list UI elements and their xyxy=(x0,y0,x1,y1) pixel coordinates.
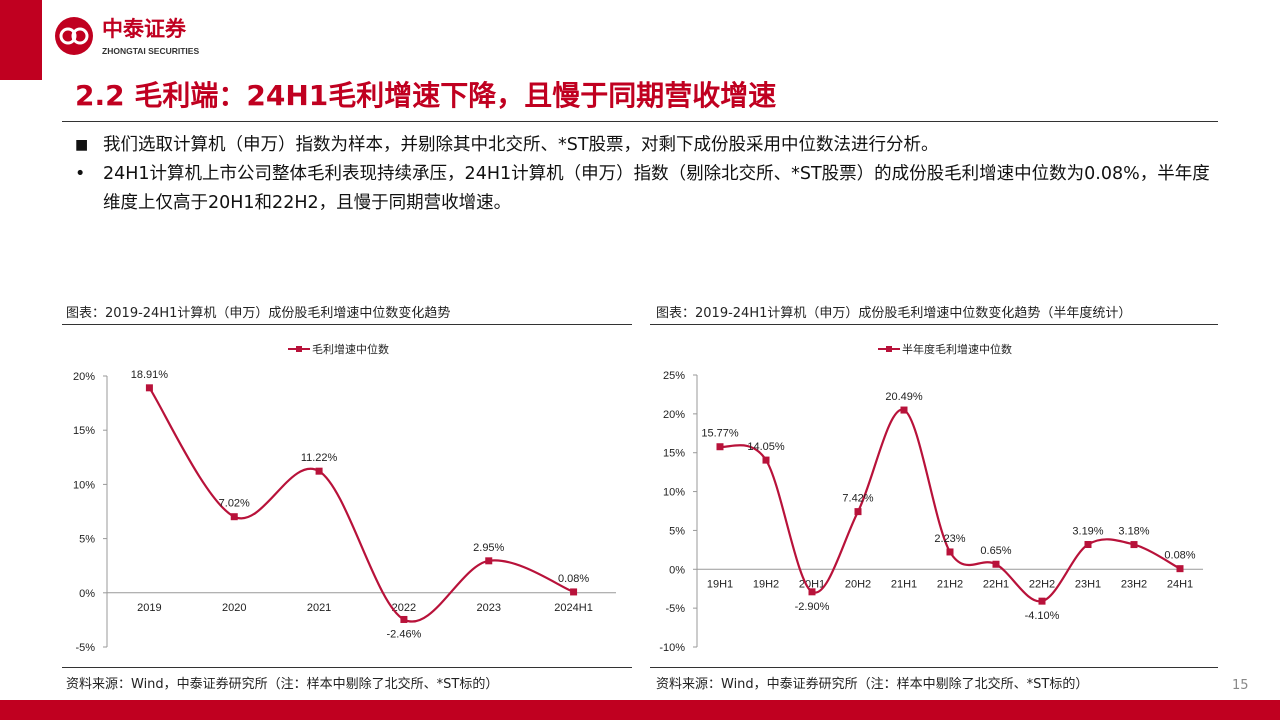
data-marker xyxy=(145,384,153,392)
data-label: 2.95% xyxy=(473,542,504,554)
data-label: 2.23% xyxy=(934,533,965,545)
data-label: -2.46% xyxy=(386,628,421,640)
data-marker xyxy=(400,615,408,623)
data-marker xyxy=(1084,540,1092,548)
data-label: 20.49% xyxy=(885,391,923,403)
divider xyxy=(62,667,632,668)
y-tick-label: 0% xyxy=(79,588,95,600)
logo-text: 中泰证券 xyxy=(102,17,187,41)
data-marker xyxy=(315,467,323,475)
chart-caption: 图表：2019-24H1计算机（申万）成份股毛利增速中位数变化趋势（半年度统计） xyxy=(656,306,1132,321)
series-line xyxy=(719,408,1181,603)
data-label: 14.05% xyxy=(747,441,785,453)
data-label: 0.65% xyxy=(980,545,1011,557)
data-marker xyxy=(946,548,954,556)
data-marker xyxy=(230,513,238,521)
data-label: 7.02% xyxy=(219,498,250,510)
data-marker xyxy=(1176,565,1184,573)
data-label: 0.08% xyxy=(1164,550,1195,562)
y-tick-label: 0% xyxy=(669,564,685,576)
data-label: 18.91% xyxy=(131,369,169,381)
footer-bar xyxy=(0,700,1280,720)
chart-caption: 图表：2019-24H1计算机（申万）成份股毛利增速中位数变化趋势 xyxy=(66,306,451,321)
x-tick-label: 2019 xyxy=(137,602,161,614)
x-tick-label: 2023 xyxy=(477,602,501,614)
data-label: 11.22% xyxy=(301,452,338,464)
bullet: ■ 我们选取计算机（申万）指数为样本，并剔除其中北交所、*ST股票，对剩下成份股采… xyxy=(75,131,1213,160)
legend-label: 半年度毛利增速中位数 xyxy=(902,342,1012,356)
x-tick-label: 2024H1 xyxy=(554,602,593,614)
y-tick-label: 5% xyxy=(669,525,685,537)
x-tick-label: 24H1 xyxy=(1167,578,1193,590)
data-marker xyxy=(570,588,578,596)
x-tick-label: 19H1 xyxy=(707,578,733,590)
data-label: 7.42% xyxy=(842,493,873,505)
source-note: 资料来源：Wind，中泰证券研究所（注：样本中剔除了北交所、*ST标的） xyxy=(656,677,1089,692)
data-label: 3.18% xyxy=(1118,526,1149,538)
x-tick-label: 2020 xyxy=(222,602,246,614)
page-number: 15 xyxy=(1232,678,1249,693)
y-tick-label: -5% xyxy=(665,603,685,615)
data-label: -4.10% xyxy=(1025,610,1060,622)
y-tick-label: 20% xyxy=(663,409,685,421)
slide-title: 2.2 毛利端：24H1毛利增速下降，且慢于同期营收增速 xyxy=(75,79,777,112)
data-marker xyxy=(716,443,724,451)
x-tick-label: 2022 xyxy=(392,602,416,614)
source-note: 资料来源：Wind，中泰证券研究所（注：样本中剔除了北交所、*ST标的） xyxy=(66,677,499,692)
x-tick-label: 21H1 xyxy=(891,578,917,590)
y-tick-label: 25% xyxy=(663,370,685,382)
bullet-text: 24H1计算机上市公司整体毛利表现持续承压，24H1计算机（申万）指数（剔除北交… xyxy=(103,164,1210,213)
data-marker xyxy=(1038,597,1046,605)
y-tick-label: 20% xyxy=(73,371,95,383)
logo-subtext: ZHONGTAI SECURITIES xyxy=(102,46,199,56)
data-marker xyxy=(900,406,908,414)
logo: 中泰证券 ZHONGTAI SECURITIES xyxy=(55,17,199,56)
data-label: 0.08% xyxy=(558,573,589,585)
y-tick-label: -10% xyxy=(659,642,685,654)
divider xyxy=(650,667,1218,668)
y-tick-label: 5% xyxy=(79,534,95,546)
data-marker xyxy=(762,456,770,464)
data-marker xyxy=(992,560,1000,568)
x-tick-label: 19H2 xyxy=(753,578,779,590)
y-tick-label: 10% xyxy=(73,479,95,491)
series-line xyxy=(148,387,574,623)
legend-label: 毛利增速中位数 xyxy=(312,342,389,356)
divider xyxy=(62,324,632,325)
data-marker xyxy=(854,508,862,516)
data-marker xyxy=(485,557,493,565)
x-tick-label: 20H2 xyxy=(845,578,871,590)
x-tick-label: 23H1 xyxy=(1075,578,1101,590)
logo-ring xyxy=(59,27,77,45)
y-tick-label: 15% xyxy=(73,425,95,437)
bullet-text: 我们选取计算机（申万）指数为样本，并剔除其中北交所、*ST股票，对剩下成份股采用… xyxy=(103,135,939,155)
x-tick-label: 23H2 xyxy=(1121,578,1147,590)
divider xyxy=(62,121,1218,122)
x-tick-label: 2021 xyxy=(307,602,331,614)
y-tick-label: 15% xyxy=(663,448,685,460)
logo-ring xyxy=(71,27,89,45)
data-marker xyxy=(1130,541,1138,549)
data-label: 15.77% xyxy=(701,428,739,440)
header-bar xyxy=(0,0,42,80)
x-tick-label: 22H2 xyxy=(1029,578,1055,590)
legend-marker xyxy=(886,346,892,352)
y-tick-label: 10% xyxy=(663,487,685,499)
legend-marker xyxy=(296,346,302,352)
y-tick-label: -5% xyxy=(75,642,95,654)
x-tick-label: 21H2 xyxy=(937,578,963,590)
data-marker xyxy=(808,588,816,596)
divider xyxy=(650,324,1218,325)
data-label: 3.19% xyxy=(1072,525,1103,537)
x-tick-label: 22H1 xyxy=(983,578,1009,590)
data-label: -2.90% xyxy=(795,601,830,613)
bullet: • 24H1计算机上市公司整体毛利表现持续承压，24H1计算机（申万）指数（剔除北… xyxy=(75,160,1213,218)
